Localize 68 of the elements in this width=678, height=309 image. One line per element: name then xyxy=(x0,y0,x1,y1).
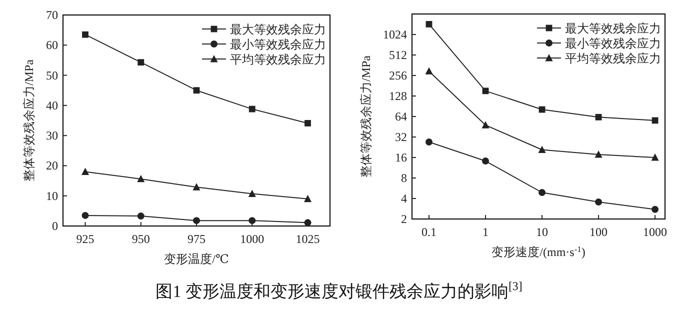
x-axis-title: 变形速度/(mm·s$^{-1}$) xyxy=(492,244,586,259)
y-axis-title: 整体等效残余应力/MPa xyxy=(359,54,373,178)
x-tick-label: 1000 xyxy=(643,225,668,239)
point xyxy=(652,206,659,213)
y-tick-label: 70 xyxy=(46,8,58,22)
point xyxy=(652,117,658,124)
y-tick-label: 60 xyxy=(46,38,58,52)
point xyxy=(304,194,312,202)
point xyxy=(426,21,432,28)
point xyxy=(137,174,145,182)
point xyxy=(595,114,602,120)
point xyxy=(595,198,602,206)
point xyxy=(82,31,88,38)
point xyxy=(651,154,659,161)
y-tick-label: 512 xyxy=(389,48,407,62)
x-axis-title: 变形温度/℃ xyxy=(164,252,229,266)
y-tick-label: 256 xyxy=(389,68,407,82)
y-tick-label: 40 xyxy=(46,98,58,112)
point xyxy=(248,217,256,224)
point xyxy=(304,120,311,126)
legend-label: 平均等效残余应力 xyxy=(565,52,661,66)
point xyxy=(594,150,602,158)
y-tick-label: 10 xyxy=(46,188,58,203)
legend-label: 最小等效残余应力 xyxy=(230,38,326,52)
x-tick-label: 1 xyxy=(482,225,489,239)
y-tick-label: 2 xyxy=(401,212,407,226)
point xyxy=(192,183,200,190)
y-tick-label: 4 xyxy=(401,192,407,206)
x-tick-label: 0.1 xyxy=(422,225,437,239)
point xyxy=(482,88,489,94)
point xyxy=(538,146,546,153)
y-tick-label: 64 xyxy=(395,110,407,124)
x-tick-label: 100 xyxy=(590,225,608,239)
y-tick-label: 30 xyxy=(46,128,58,143)
x-tick-label: 925 xyxy=(76,232,94,246)
x-tick-label: 1000 xyxy=(240,232,264,246)
y-axis-title: 整体等效残余应力/MPa xyxy=(22,58,36,182)
point xyxy=(193,87,200,94)
legend-label: 最大等效残余应力 xyxy=(230,22,326,36)
y-tick-label: 0 xyxy=(52,219,58,233)
point xyxy=(82,212,89,219)
point xyxy=(138,59,144,66)
legend-label: 最大等效残余应力 xyxy=(565,22,661,36)
point xyxy=(304,219,312,226)
point xyxy=(425,67,433,74)
point xyxy=(81,168,90,175)
legend-label: 最小等效残余应力 xyxy=(565,36,661,50)
x-tick-label: 10 xyxy=(536,225,548,239)
y-tick-label: 50 xyxy=(46,68,58,82)
point xyxy=(248,106,256,112)
y-tick-label: 8 xyxy=(401,171,407,185)
y-tick-label: 1024 xyxy=(383,28,407,42)
y-tick-label: 32 xyxy=(395,130,407,144)
point xyxy=(482,121,490,128)
x-tick-label: 1025 xyxy=(296,232,320,246)
x-tick-label: 975 xyxy=(188,232,206,246)
x-tick-label: 950 xyxy=(132,232,150,246)
point xyxy=(538,189,546,196)
caption: 图1 变形温度和变形速度对锻件残余应力的影响$^{[3]}$ xyxy=(156,279,522,301)
legend-label: 平均等效残余应力 xyxy=(230,52,326,66)
point xyxy=(137,212,144,220)
point xyxy=(426,138,433,146)
point xyxy=(482,158,490,165)
y-tick-label: 16 xyxy=(395,150,407,164)
point xyxy=(193,217,200,224)
y-tick-label: 20 xyxy=(46,158,58,173)
y-tick-label: 128 xyxy=(389,89,407,103)
point xyxy=(248,190,256,197)
